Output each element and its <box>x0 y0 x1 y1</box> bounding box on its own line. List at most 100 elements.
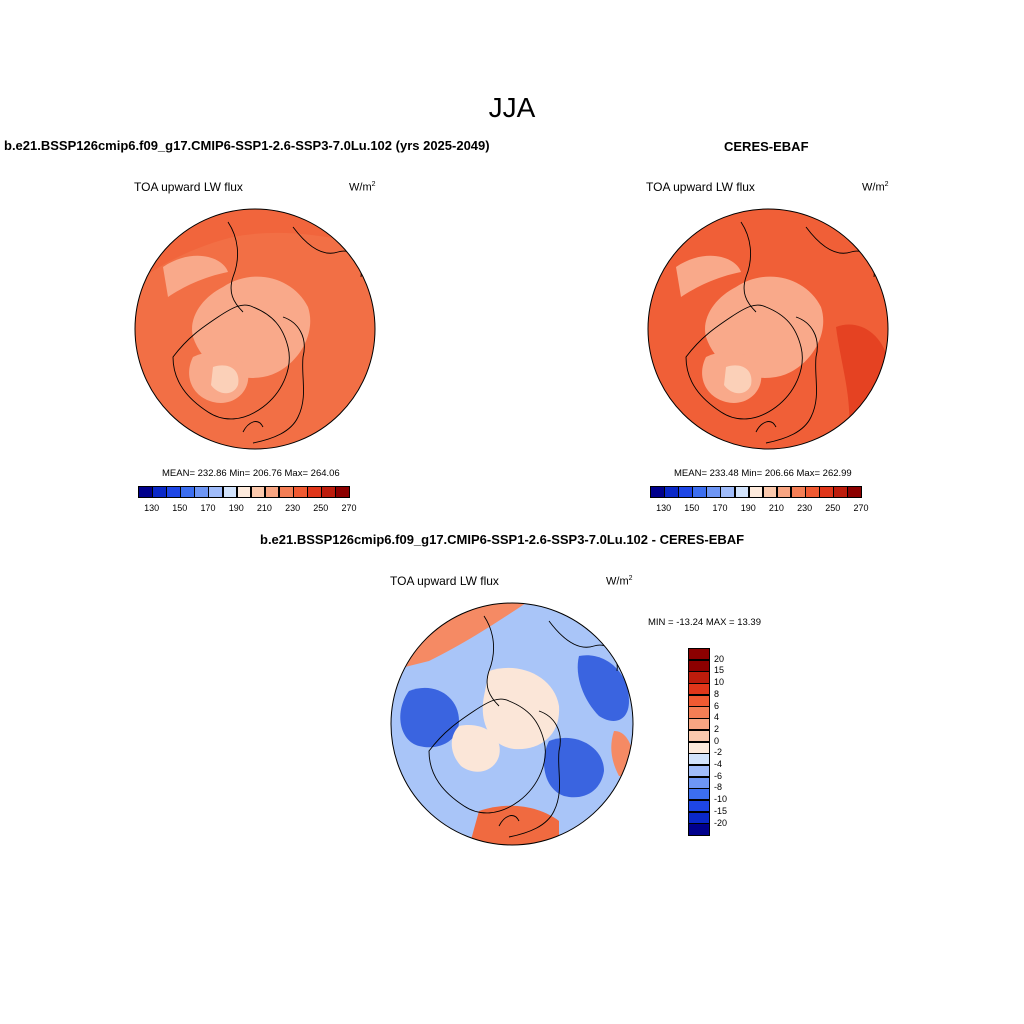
colorbar-swatch <box>688 694 710 707</box>
colorbar-tick-label: 210 <box>256 503 272 513</box>
colorbar-tick-label: 6 <box>714 700 720 711</box>
right-map-border <box>647 208 889 450</box>
colorbar-swatch <box>264 486 280 498</box>
colorbar-swatch <box>688 811 710 824</box>
colorbar-tick-label: 130 <box>656 503 672 513</box>
colorbar-swatch <box>650 486 665 498</box>
colorbar-swatch <box>688 764 710 778</box>
colorbar-tick-label: 8 <box>714 688 720 699</box>
colorbar-swatch <box>688 753 710 766</box>
colorbar-swatch <box>748 486 764 498</box>
left-colorbar <box>138 486 350 498</box>
left-polar-map <box>134 208 376 450</box>
colorbar-tick-label: 2 <box>714 723 720 734</box>
diff-map-border <box>390 602 634 846</box>
colorbar-swatch <box>307 486 322 498</box>
diff-greenland-neutral <box>451 725 500 772</box>
diff-east-cold <box>577 655 629 721</box>
colorbar-swatch <box>688 648 710 661</box>
colorbar-swatch <box>678 486 693 498</box>
left-map-border <box>134 208 376 450</box>
colorbar-tick-label: 250 <box>313 503 329 513</box>
right-colorbar-ticks: 130 150 170 190 210 230 250 270 <box>650 503 886 515</box>
diff-colorbar <box>688 648 710 836</box>
colorbar-swatch <box>664 486 679 498</box>
left-variable-label: TOA upward LW flux <box>134 180 243 194</box>
left-stats: MEAN= 232.86 Min= 206.76 Max= 264.06 <box>162 468 340 479</box>
colorbar-tick-label: 10 <box>714 677 725 688</box>
season-title: JJA <box>488 92 536 123</box>
left-colorbar-ticks: 130 150 170 190 210 230 250 270 <box>138 503 374 515</box>
colorbar-swatch <box>335 486 350 498</box>
colorbar-swatch <box>790 486 806 498</box>
colorbar-tick-label: 4 <box>714 712 720 723</box>
right-colorbar <box>650 486 862 498</box>
right-siberia-patch <box>676 255 741 297</box>
colorbar-swatch <box>688 729 710 742</box>
colorbar-swatch <box>688 718 710 731</box>
diff-stats: MIN = -13.24 MAX = 13.39 <box>648 617 762 628</box>
colorbar-swatch <box>762 486 778 498</box>
left-units-label: W/m2 <box>349 181 376 194</box>
colorbar-swatch <box>805 486 820 498</box>
colorbar-tick-label: -20 <box>714 817 728 828</box>
colorbar-swatch <box>152 486 167 498</box>
colorbar-swatch <box>688 706 710 719</box>
colorbar-tick-label: -4 <box>714 759 723 769</box>
right-polar-map <box>647 208 889 450</box>
colorbar-tick-label: 170 <box>712 503 728 513</box>
diff-units-label: W/m2 <box>606 575 633 588</box>
right-units-label: W/m2 <box>862 181 889 194</box>
colorbar-swatch <box>734 486 750 498</box>
colorbar-swatch <box>138 486 153 498</box>
colorbar-swatch <box>688 659 710 672</box>
colorbar-tick-label: 150 <box>684 503 700 513</box>
diff-colorbar-ticks: 20 15 10 8 6 4 2 0 -2 -4 -6 -8 -10 -15 -20 <box>714 648 754 844</box>
right-panel-title: CERES-EBAF <box>724 139 809 154</box>
colorbar-swatch <box>720 486 736 498</box>
colorbar-tick-label: -15 <box>714 805 728 816</box>
left-panel-title: b.e21.BSSP126cmip6.f09_g17.CMIP6-SSP1-2.… <box>4 138 490 153</box>
diff-polar-map <box>390 602 634 846</box>
colorbar-tick-label: 190 <box>740 503 756 513</box>
colorbar-tick-label: 170 <box>200 503 216 513</box>
colorbar-swatch <box>688 788 710 801</box>
colorbar-swatch <box>293 486 308 498</box>
colorbar-swatch <box>688 683 710 696</box>
colorbar-tick-label: -10 <box>714 794 728 805</box>
colorbar-tick-label: 270 <box>341 503 357 513</box>
colorbar-tick-label: 20 <box>714 653 725 664</box>
colorbar-swatch <box>776 486 792 498</box>
diff-south-warm <box>469 805 559 845</box>
colorbar-swatch <box>166 486 181 498</box>
diff-panel-title: b.e21.BSSP126cmip6.f09_g17.CMIP6-SSP1-2.… <box>260 532 745 547</box>
colorbar-tick-label: 250 <box>825 503 841 513</box>
colorbar-tick-label: -6 <box>714 770 723 781</box>
colorbar-swatch <box>208 486 224 498</box>
colorbar-swatch <box>688 799 710 813</box>
colorbar-tick-label: 230 <box>797 503 813 513</box>
left-north-band <box>135 209 375 287</box>
colorbar-swatch <box>847 486 862 498</box>
right-greenland-core <box>724 365 752 394</box>
colorbar-swatch <box>236 486 252 498</box>
diff-west-cold <box>400 687 459 748</box>
colorbar-tick-label: 190 <box>228 503 244 513</box>
colorbar-swatch <box>278 486 294 498</box>
colorbar-swatch <box>180 486 195 498</box>
right-stats: MEAN= 233.48 Min= 206.66 Max= 262.99 <box>674 468 852 479</box>
colorbar-swatch <box>688 776 710 789</box>
colorbar-swatch <box>833 486 848 498</box>
colorbar-tick-label: -2 <box>714 747 723 758</box>
colorbar-swatch <box>688 741 710 754</box>
colorbar-swatch <box>194 486 209 498</box>
left-siberia-patch <box>163 255 228 297</box>
colorbar-swatch <box>321 486 336 498</box>
colorbar-tick-label: 130 <box>144 503 160 513</box>
colorbar-tick-label: 15 <box>714 665 725 676</box>
colorbar-tick-label: 230 <box>285 503 301 513</box>
colorbar-swatch <box>688 671 710 684</box>
colorbar-swatch <box>688 823 710 836</box>
colorbar-swatch <box>222 486 238 498</box>
left-greenland-core <box>211 365 239 394</box>
